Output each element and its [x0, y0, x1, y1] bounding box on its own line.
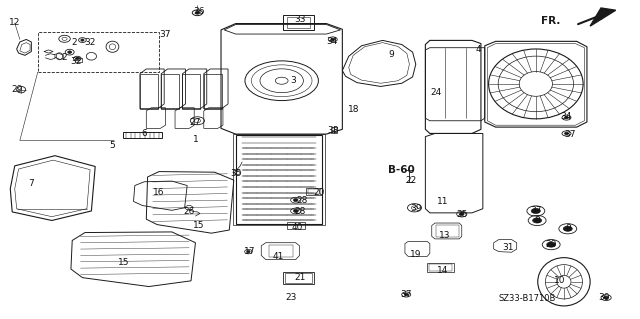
- Bar: [332, 127, 337, 132]
- Text: 25: 25: [456, 210, 467, 219]
- Text: 39: 39: [410, 204, 422, 213]
- Text: 17: 17: [244, 247, 255, 256]
- Text: 9: 9: [388, 50, 394, 59]
- Text: 37: 37: [564, 130, 576, 139]
- Ellipse shape: [76, 57, 79, 60]
- Text: 37: 37: [160, 30, 172, 39]
- Ellipse shape: [81, 39, 84, 41]
- Ellipse shape: [294, 210, 298, 212]
- Polygon shape: [590, 8, 616, 26]
- Text: 34: 34: [560, 112, 572, 121]
- Text: 16: 16: [154, 188, 165, 197]
- Ellipse shape: [404, 293, 408, 296]
- Bar: [161, 74, 179, 109]
- Text: 5: 5: [109, 141, 115, 150]
- Text: 21: 21: [294, 273, 305, 282]
- Text: 10: 10: [554, 276, 565, 285]
- Text: 3: 3: [291, 76, 296, 85]
- Text: SZ33-B1710B: SZ33-B1710B: [499, 294, 556, 303]
- Ellipse shape: [294, 199, 298, 202]
- Text: 8: 8: [534, 216, 540, 225]
- Bar: [38, 33, 159, 72]
- Bar: [287, 222, 305, 229]
- Text: 28: 28: [294, 207, 305, 216]
- Bar: [436, 225, 460, 237]
- Text: 37: 37: [530, 206, 541, 215]
- Ellipse shape: [564, 116, 568, 119]
- Text: 38: 38: [327, 126, 339, 135]
- Text: 32: 32: [70, 56, 82, 65]
- Ellipse shape: [532, 218, 541, 223]
- Bar: [308, 189, 320, 194]
- Bar: [269, 245, 293, 257]
- Ellipse shape: [247, 250, 250, 253]
- Text: 22: 22: [405, 176, 416, 185]
- Text: 40: 40: [292, 223, 303, 232]
- Text: 32: 32: [84, 38, 96, 47]
- Text: 31: 31: [502, 243, 514, 252]
- Ellipse shape: [547, 242, 556, 247]
- Bar: [429, 264, 452, 271]
- Text: 37: 37: [401, 290, 412, 299]
- Ellipse shape: [195, 11, 200, 14]
- Text: 23: 23: [285, 293, 297, 302]
- Text: 15: 15: [118, 258, 129, 267]
- Text: 24: 24: [431, 88, 442, 97]
- Ellipse shape: [563, 226, 572, 231]
- Ellipse shape: [531, 208, 540, 213]
- Text: 30: 30: [598, 293, 610, 302]
- Text: 28: 28: [296, 196, 308, 205]
- Bar: [428, 263, 454, 272]
- Text: 27: 27: [190, 117, 201, 127]
- Text: B-60: B-60: [388, 165, 415, 175]
- Text: 2: 2: [61, 53, 67, 62]
- Bar: [140, 74, 158, 109]
- Text: 18: 18: [348, 105, 359, 114]
- Text: 15: 15: [193, 221, 204, 230]
- Ellipse shape: [564, 132, 568, 135]
- Text: 29: 29: [11, 85, 22, 94]
- Text: 26: 26: [184, 207, 195, 216]
- Text: 33: 33: [294, 15, 305, 24]
- Bar: [182, 74, 200, 109]
- Text: 19: 19: [410, 250, 422, 259]
- Text: 41: 41: [273, 252, 284, 261]
- Ellipse shape: [604, 296, 609, 299]
- Text: 34: 34: [326, 38, 337, 47]
- Text: 2: 2: [71, 38, 77, 47]
- Text: 29: 29: [545, 240, 557, 249]
- Text: 35: 35: [230, 169, 241, 178]
- Text: 13: 13: [439, 231, 451, 240]
- Text: 12: 12: [9, 19, 20, 27]
- Text: 6: 6: [141, 129, 147, 138]
- Text: 7: 7: [28, 179, 34, 188]
- Text: 4: 4: [476, 45, 481, 55]
- Bar: [236, 135, 322, 224]
- Ellipse shape: [331, 38, 335, 41]
- Ellipse shape: [460, 213, 464, 216]
- Bar: [285, 273, 312, 283]
- Bar: [124, 131, 162, 138]
- Bar: [204, 74, 221, 109]
- Bar: [306, 188, 322, 195]
- Text: 11: 11: [437, 197, 449, 206]
- Bar: [232, 134, 325, 225]
- Text: 20: 20: [313, 188, 324, 197]
- Text: 8: 8: [565, 224, 571, 233]
- Text: FR.: FR.: [541, 16, 560, 26]
- Bar: [283, 272, 314, 284]
- Text: 1: 1: [193, 135, 198, 144]
- Ellipse shape: [68, 51, 72, 53]
- Text: 14: 14: [437, 265, 448, 275]
- Text: 36: 36: [193, 7, 204, 16]
